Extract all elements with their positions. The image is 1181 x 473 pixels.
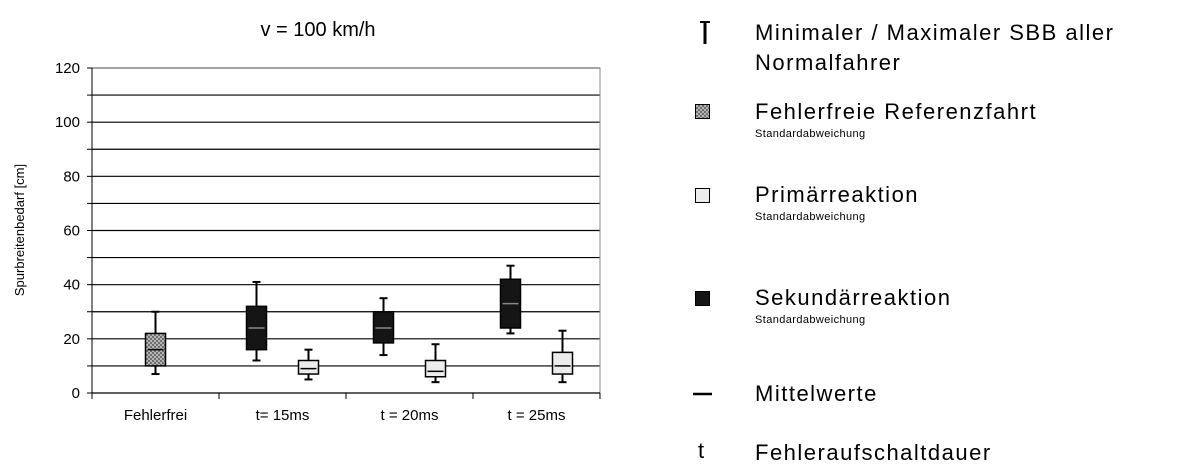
x-tick-label: t = 20ms [381, 407, 439, 424]
dark-box-icon [695, 291, 710, 306]
y-tick-label: 120 [55, 60, 80, 77]
legend-duration-symbol: t [698, 438, 705, 463]
box-fehlerfreie-referenzfahrt-0 [144, 310, 167, 376]
x-tick-label: Fehlerfrei [124, 407, 187, 424]
legend-reference-sub: Standardabweichung [755, 128, 866, 140]
legend-reference-label: Fehlerfreie Referenzfahrt [755, 99, 1038, 124]
y-axis: 0 20 40 60 80 100 120 [55, 60, 93, 402]
box-body [297, 359, 320, 375]
x-tick-label: t= 15ms [256, 407, 310, 424]
light-box-icon [695, 188, 710, 203]
legend-minmax-line2: Normalfahrer [755, 50, 902, 75]
y-tick-label: 20 [63, 331, 80, 348]
gridlines [92, 67, 600, 367]
box-prim-rreaktion-2 [424, 343, 447, 384]
legend: Minimaler / Maximaler SBB aller Normalfa… [690, 0, 1181, 473]
y-tick-label: 0 [72, 385, 80, 402]
legend-secondary-sub: Standardabweichung [755, 314, 866, 326]
legend-primary-sub: Standardabweichung [755, 211, 866, 223]
box-sekund-rreaktion-2 [372, 297, 395, 357]
mean-line-icon [690, 379, 720, 409]
legend-primary-label: Primärreaktion [755, 182, 920, 207]
box-sekund-rreaktion-1 [245, 280, 268, 362]
checkered-box-icon [695, 104, 710, 119]
box-plot-chart: v = 100 km/h 0 20 40 60 80 100 120 Fehlerfrei t… [12, 19, 601, 424]
legend-duration-label: Fehleraufschaltdauer [755, 440, 992, 465]
legend-minmax-line1: Minimaler / Maximaler SBB aller [755, 20, 1115, 45]
y-tick-label: 40 [63, 277, 80, 294]
y-tick-label: 80 [63, 168, 80, 185]
legend-mean-label: Mittelwerte [755, 381, 878, 406]
legend-secondary-label: Sekundärreaktion [755, 285, 952, 310]
x-axis: Fehlerfrei t= 15ms t = 20ms t = 25ms [91, 392, 601, 424]
box-sekund-rreaktion-3 [499, 264, 522, 335]
whisker-icon [690, 18, 720, 48]
legend-minmax-symbol-text: I [690, 0, 691, 1]
y-tick-label: 100 [55, 114, 80, 131]
box-body [551, 351, 574, 375]
chart-title: v = 100 km/h [260, 19, 375, 41]
box-prim-rreaktion-3 [551, 329, 574, 384]
box-body [424, 359, 447, 378]
box-marks [144, 264, 574, 384]
x-tick-label: t = 25ms [508, 407, 566, 424]
y-tick-label: 60 [63, 223, 80, 240]
y-axis-label: Spurbreitenbedarf [cm] [12, 164, 27, 296]
box-prim-rreaktion-1 [297, 348, 320, 381]
